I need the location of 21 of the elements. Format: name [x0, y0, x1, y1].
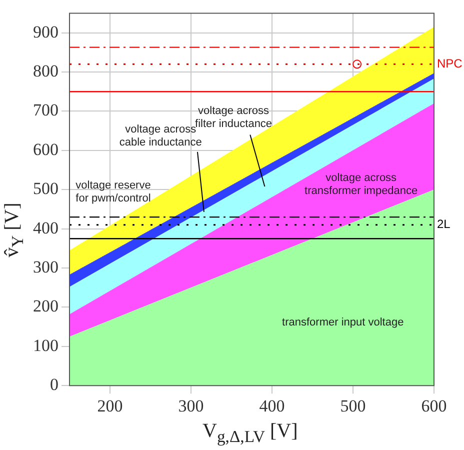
y-tick-label: 200	[33, 296, 58, 316]
y-tick-label: 800	[33, 61, 58, 80]
annotation: transformer input voltage	[282, 316, 404, 328]
y-tick-label: 0	[50, 375, 58, 394]
y-tick-label: 100	[33, 336, 58, 355]
y-tick-label: 600	[33, 140, 58, 159]
x-tick-label: 200	[97, 396, 123, 416]
x-tick-label: 500	[340, 396, 366, 416]
x-tick-label: 400	[259, 396, 285, 416]
ref-line-label: NPC	[437, 56, 463, 70]
x-axis-title: V$_{g,Δ,LV}$ [V]	[202, 420, 298, 447]
x-tick-label: 300	[178, 396, 204, 416]
y-tick-label: 700	[33, 100, 58, 120]
y-tick-label: 500	[33, 179, 58, 198]
y-tick-label: 400	[33, 218, 58, 238]
y-tick-label: 900	[33, 22, 58, 42]
annotation: voltage reserve for pwm/control	[76, 179, 151, 204]
y-tick-label: 300	[33, 257, 58, 276]
annotation: voltage across transformer impedance	[304, 172, 418, 198]
ref-line-label: 2L	[437, 217, 451, 232]
x-tick-label: 600	[421, 396, 447, 416]
